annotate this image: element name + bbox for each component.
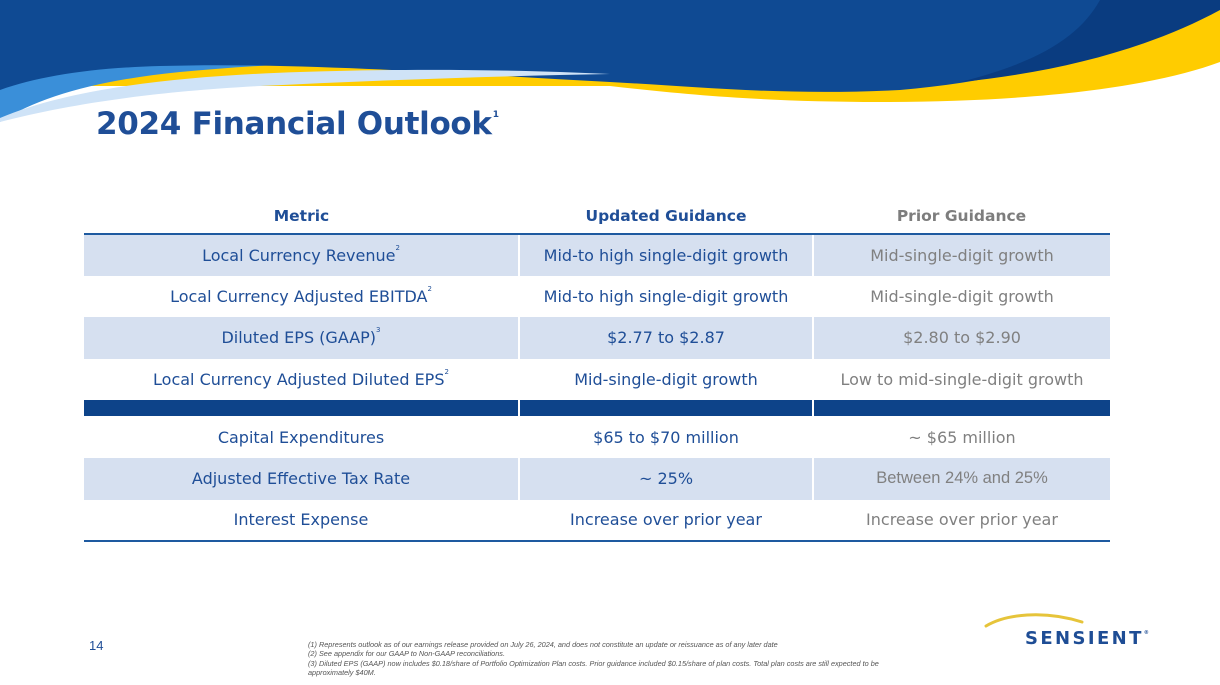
footnote-marker: 3 [376,326,381,335]
logo-text: SENSIENT [1025,628,1144,649]
table-row: Diluted EPS (GAAP)3 $2.77 to $2.87 $2.80… [84,317,1110,359]
financial-outlook-table: Metric Updated Guidance Prior Guidance L… [84,200,1110,543]
metric-cell: Local Currency Adjusted EBITDA2 [84,275,520,318]
divider-cell [84,400,520,417]
slide-title: 2024 Financial Outlook1 [96,106,499,142]
footnote-2: (2) See appendix for our GAAP to Non-GAA… [308,649,505,659]
header-updated-guidance: Updated Guidance [519,200,813,235]
table-row: Adjusted Effective Tax Rate ~ 25% Betwee… [84,457,1110,500]
metric-cell: Local Currency Revenue2 [84,234,520,276]
footnote-marker: 2 [427,284,432,293]
updated-guidance-cell: ~ 25% [519,457,814,500]
metric-label: Diluted EPS (GAAP) [221,328,377,348]
metric-cell: Local Currency Adjusted Diluted EPS2 [84,358,520,401]
metric-cell: Interest Expense [84,499,520,543]
updated-guidance-cell: Mid-to high single-digit growth [519,275,814,318]
metric-cell: Adjusted Effective Tax Rate [84,457,520,500]
divider-cell [519,400,814,417]
metric-cell: Capital Expenditures [84,416,520,458]
footnotes: (1) Represents outlook as of our earning… [308,640,918,677]
logo-swoosh-icon [984,613,1084,628]
metric-cell: Diluted EPS (GAAP)3 [84,317,520,359]
prior-guidance-cell: Between 24% and 25% [813,457,1110,500]
footnote-marker: 2 [395,243,400,252]
prior-guidance-cell: Mid-single-digit growth [870,286,1054,306]
white-wave-highlight [0,69,610,122]
section-divider-row [84,400,1110,417]
updated-guidance-cell: $2.77 to $2.87 [519,317,814,359]
table-row: Local Currency Adjusted EBITDA2 Mid-to h… [84,275,1110,318]
prior-guidance-cell: $2.80 to $2.90 [813,317,1110,359]
table-row: Capital Expenditures $65 to $70 million … [84,416,1110,458]
table-header-row: Metric Updated Guidance Prior Guidance [84,200,1110,235]
footnote-3: (3) Diluted EPS (GAAP) now includes $0.1… [308,658,879,677]
prior-guidance-cell: Low to mid-single-digit growth [840,370,1084,390]
logo-wordmark: SENSIENT® [1025,628,1149,649]
updated-guidance-cell: Increase over prior year [519,499,814,543]
title-footnote-marker: 1 [492,110,499,120]
table-row: Local Currency Revenue2 Mid-to high sing… [84,234,1110,276]
metric-label: Local Currency Adjusted EBITDA [170,286,428,306]
header-wave-banner [0,0,1220,122]
updated-guidance-cell: $65 to $70 million [519,416,814,458]
table-row: Interest Expense Increase over prior yea… [84,499,1110,543]
dark-blue-wave [0,0,1190,92]
page-number: 14 [89,638,104,653]
updated-guidance-cell: Mid-single-digit growth [519,358,814,401]
prior-guidance-cell: Increase over prior year [813,499,1110,543]
prior-guidance-cell: ~ $65 million [908,427,1016,447]
updated-guidance-cell: Mid-to high single-digit growth [519,234,814,276]
metric-label: Local Currency Revenue [202,245,396,265]
divider-cell [813,400,1110,417]
metric-label: Local Currency Adjusted Diluted EPS [153,370,445,390]
logo-registered-mark: ® [1143,630,1149,636]
sensient-logo: SENSIENT® [984,610,1149,656]
table-row: Local Currency Adjusted Diluted EPS2 Mid… [84,358,1110,401]
footnote-marker: 2 [444,368,449,377]
prior-guidance-cell: Mid-single-digit growth [813,234,1110,276]
header-metric: Metric [84,200,519,235]
footnote-1: (1) Represents outlook as of our earning… [308,640,778,649]
header-prior-guidance: Prior Guidance [813,200,1110,235]
navy-wave [960,0,1220,82]
slide-title-text: 2024 Financial Outlook [96,106,492,142]
